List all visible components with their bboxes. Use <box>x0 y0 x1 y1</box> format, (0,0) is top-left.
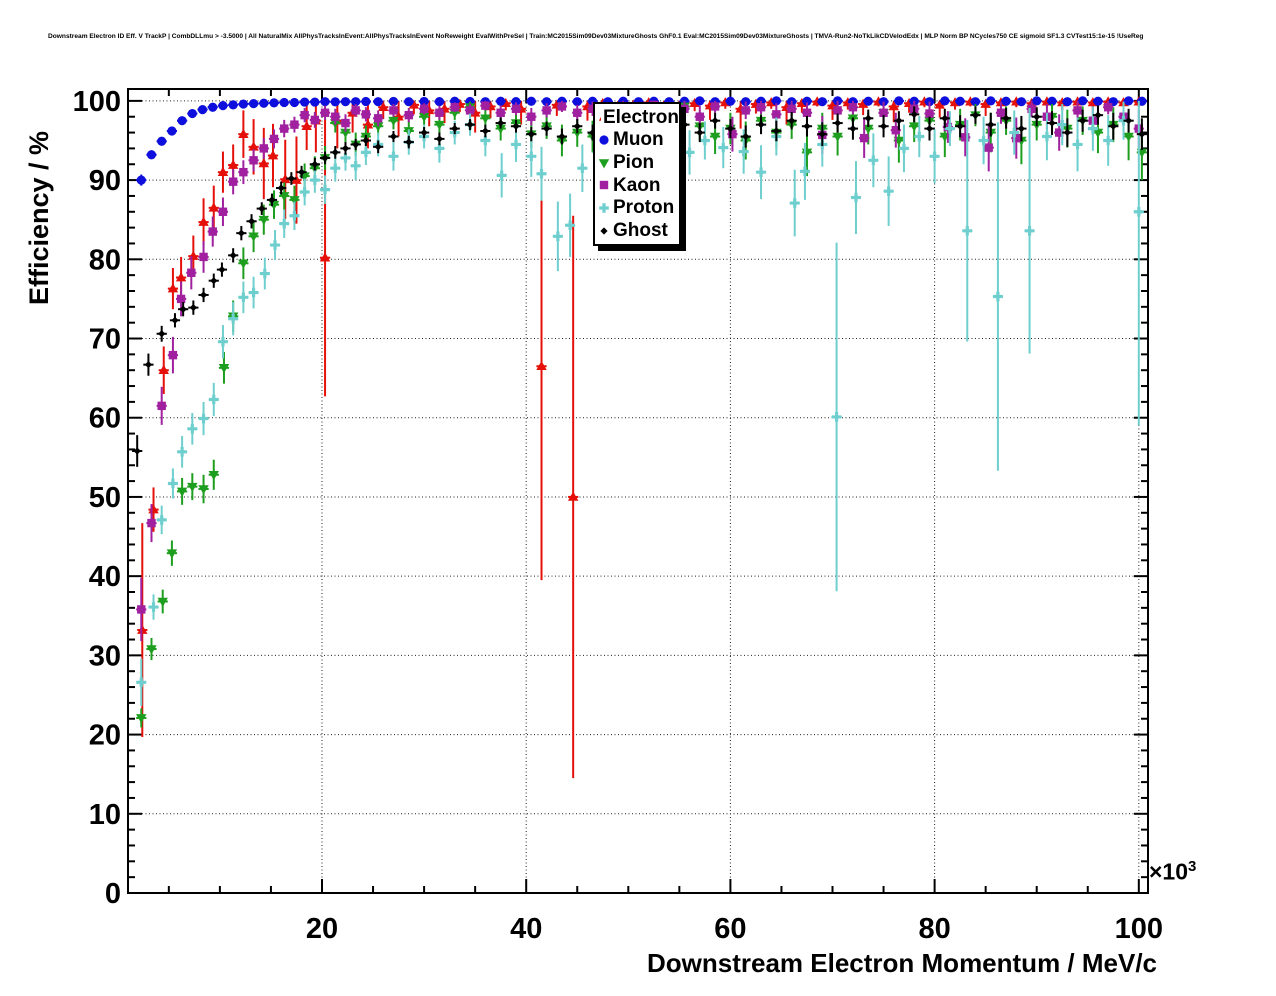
ghost-marker-icon <box>600 227 608 235</box>
y-tick-label: 90 <box>89 165 121 197</box>
x-tick-label: 20 <box>306 913 338 945</box>
y-tick-label: 100 <box>73 86 121 118</box>
kaon-marker-icon <box>599 181 609 190</box>
x-tick-label: 40 <box>510 913 542 945</box>
y-tick-label: 40 <box>89 561 121 593</box>
axes-frame <box>127 88 1149 894</box>
legend-label: Electron <box>602 106 679 128</box>
x-tick-label: 60 <box>714 913 746 945</box>
legend-label: Proton <box>613 197 675 219</box>
legend-item-muon: Muon <box>597 129 679 151</box>
legend-label: Ghost <box>613 220 668 242</box>
series-muon <box>136 96 1147 186</box>
x-tick-label: 100 <box>1115 913 1163 945</box>
y-axis-title: Efficiency / % <box>24 130 54 305</box>
x-axis-exponent: ×103 <box>1149 858 1197 885</box>
muon-marker-icon <box>599 135 609 145</box>
y-tick-label: 60 <box>89 403 121 435</box>
legend-item-electron: Electron <box>597 106 679 128</box>
legend-label: Muon <box>613 129 664 151</box>
x-axis-title: Downstream Electron Momentum / MeV/c <box>647 948 1157 978</box>
x-tick-label: 80 <box>918 913 950 945</box>
tick-labels: 20 40 60 80 100 0 10 20 30 40 50 60 70 80 90 100 <box>73 86 1163 945</box>
plot-title: Downstream Electron ID Eff. V TrackP | C… <box>48 33 1144 40</box>
y-tick-label: 20 <box>89 720 121 752</box>
proton-marker-icon <box>599 203 609 213</box>
y-tick-label: 10 <box>89 799 121 831</box>
y-tick-label: 70 <box>89 324 121 356</box>
y-tick-label: 80 <box>89 244 121 276</box>
legend-label: Pion <box>613 152 655 174</box>
y-tick-label: 50 <box>89 482 121 514</box>
legend-label: Kaon <box>613 174 661 196</box>
legend-item-proton: Proton <box>597 197 679 219</box>
legend: Electron Muon Pion Kaon Proton Ghost <box>593 102 681 246</box>
electron-marker-icon <box>598 117 601 122</box>
legend-item-kaon: Kaon <box>597 174 679 196</box>
axis-ticks <box>128 89 1148 894</box>
y-tick-label: 30 <box>89 640 121 672</box>
y-tick-label: 0 <box>105 878 121 910</box>
legend-item-ghost: Ghost <box>597 220 679 242</box>
legend-item-pion: Pion <box>597 152 679 174</box>
pion-marker-icon <box>598 158 610 169</box>
